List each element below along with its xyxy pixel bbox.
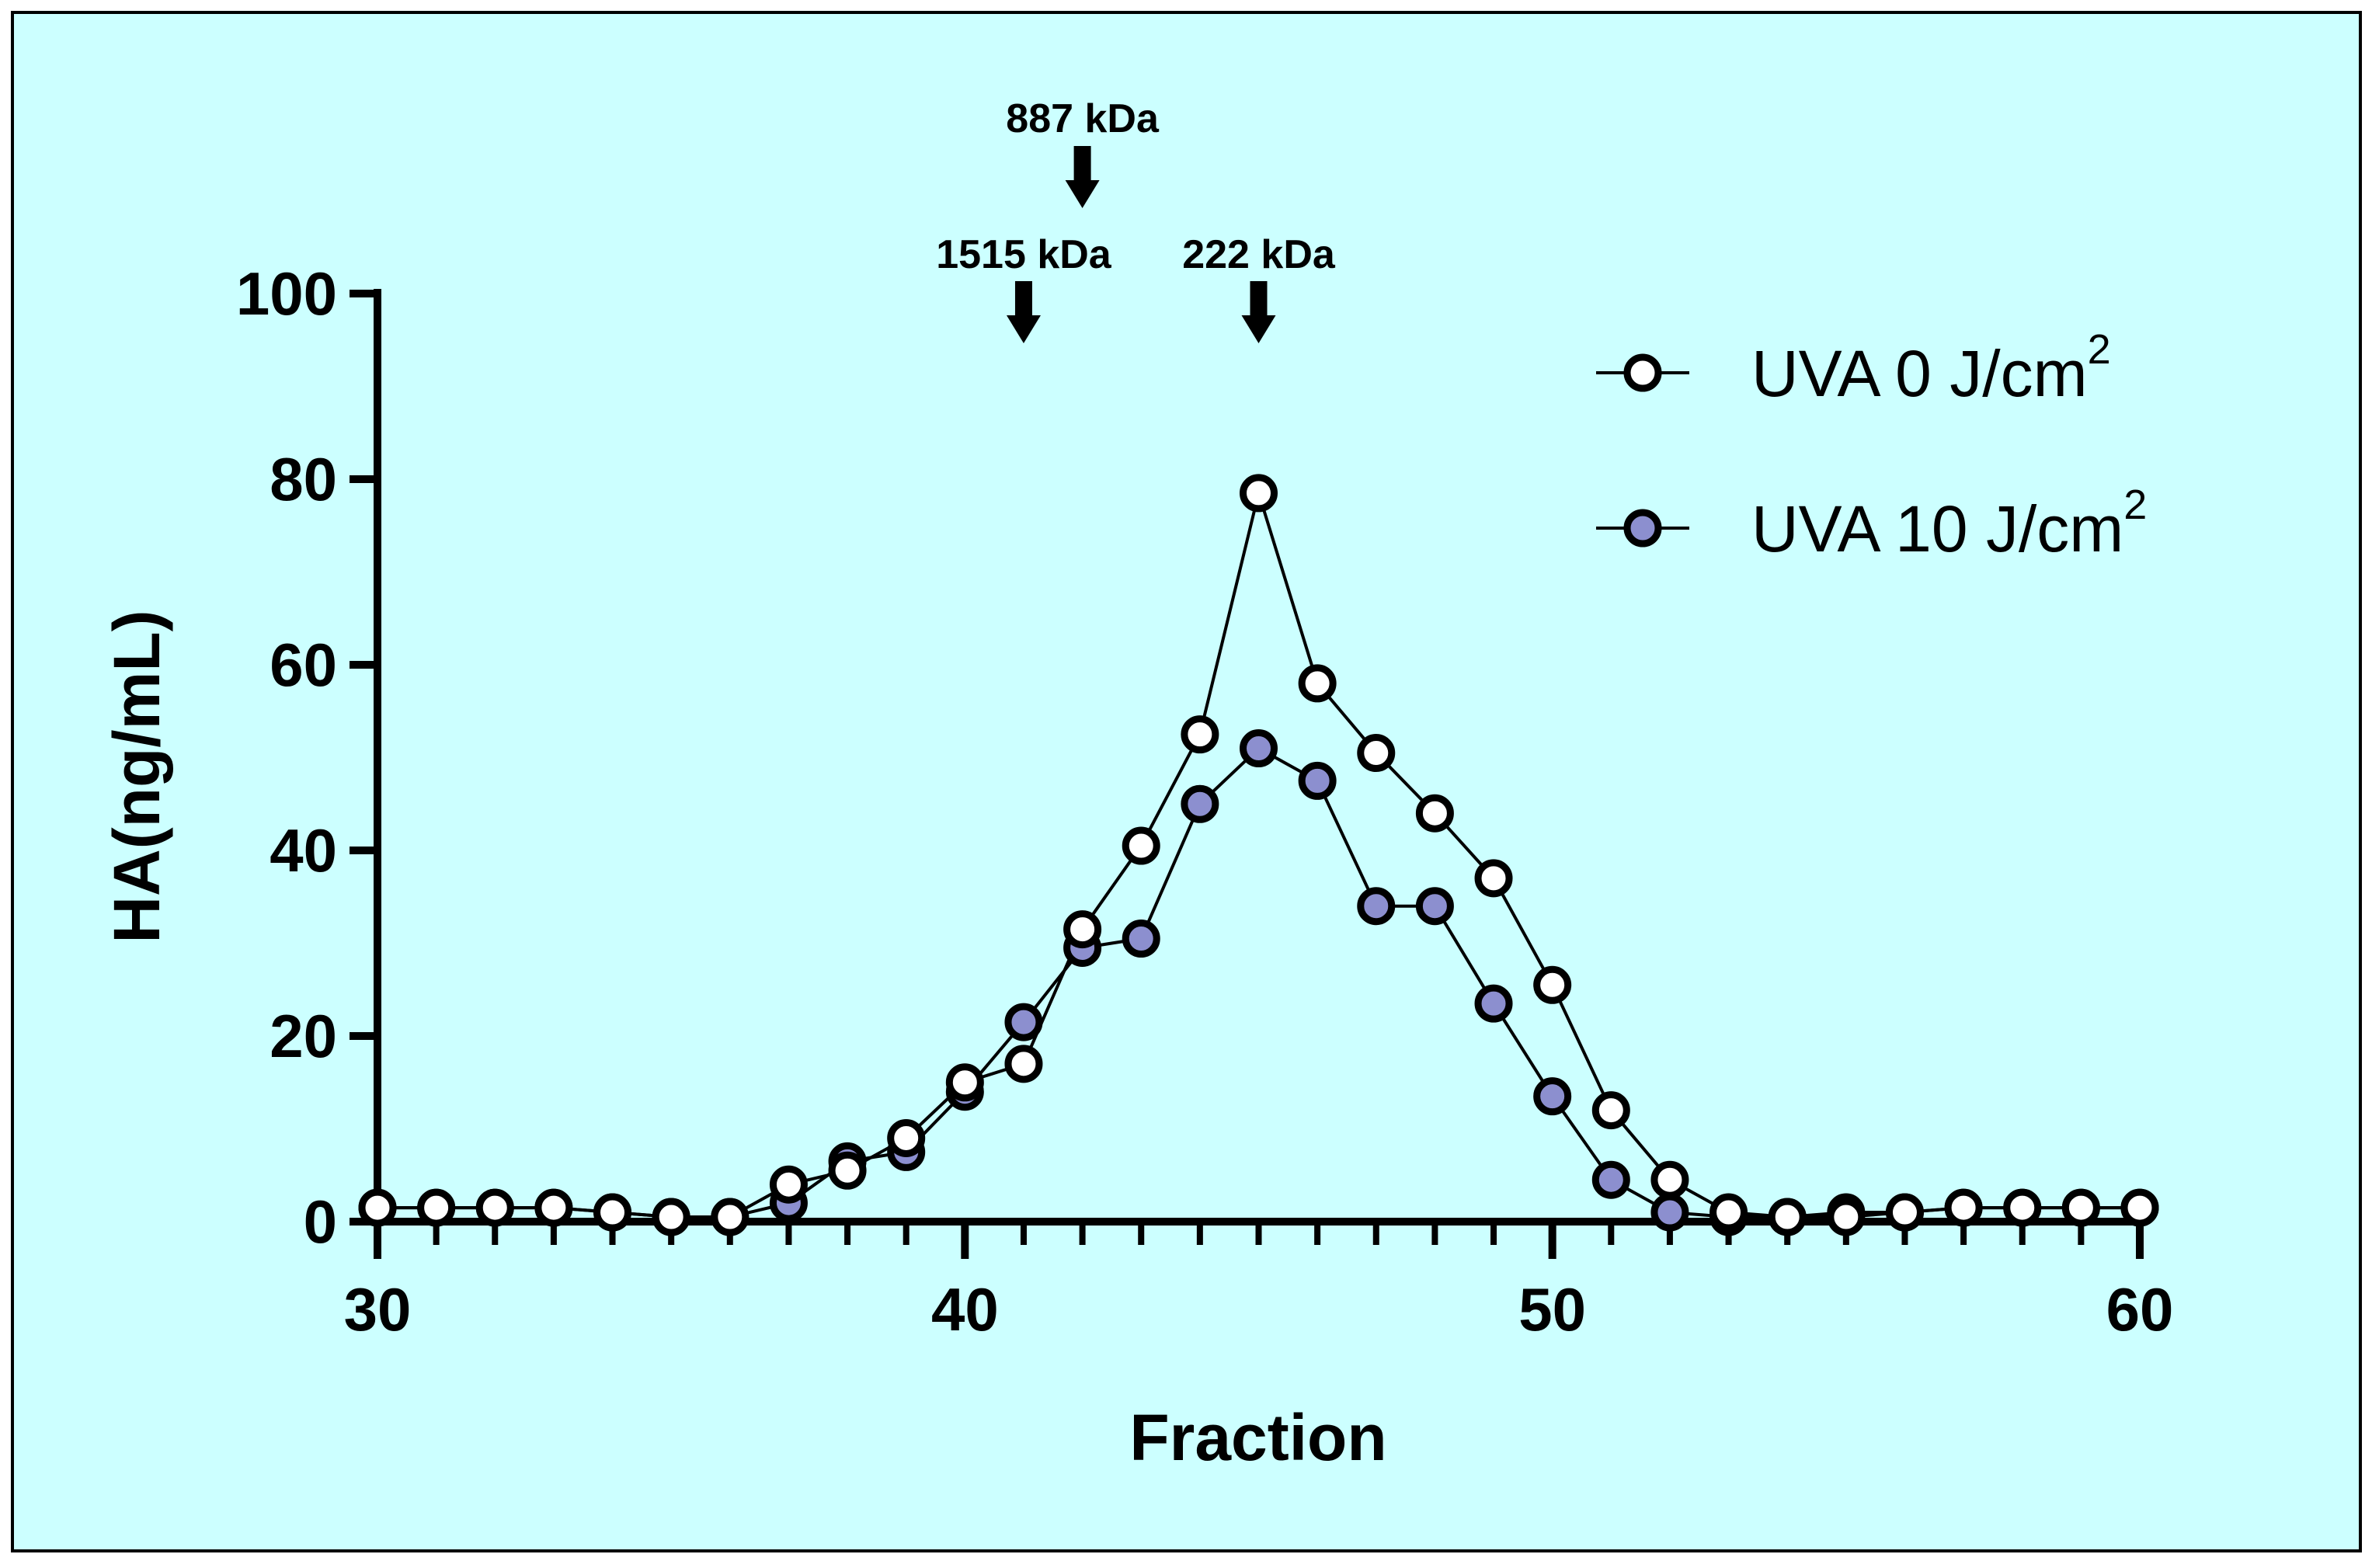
- data-point: [1004, 1003, 1043, 1041]
- data-point: [769, 1165, 808, 1204]
- legend-label: UVA 0 J/cm2: [1751, 326, 2111, 410]
- data-point: [945, 1063, 984, 1102]
- data-point: [417, 1188, 456, 1227]
- y-tick-label: 100: [236, 259, 337, 328]
- y-tick-label: 0: [304, 1187, 337, 1256]
- legend-label-superscript: 2: [2123, 482, 2147, 528]
- data-point: [1063, 910, 1102, 949]
- data-point: [1533, 965, 1572, 1004]
- y-tick-label: 40: [270, 816, 337, 885]
- data-point: [1122, 920, 1160, 958]
- data-point: [1181, 784, 1219, 823]
- arrow-shaft: [1073, 146, 1091, 180]
- data-point: [534, 1188, 573, 1227]
- data-point: [1709, 1193, 1748, 1232]
- arrow-head: [1006, 315, 1041, 343]
- data-point: [1768, 1198, 1807, 1236]
- data-point: [1650, 1160, 1689, 1199]
- data-point: [2120, 1188, 2159, 1227]
- y-axis-title: HA(ng/mL): [100, 610, 173, 943]
- data-point: [1650, 1193, 1689, 1232]
- mw-marker-label: 1515 kDa: [936, 232, 1112, 277]
- mw-marker-label: 887 kDa: [1006, 96, 1160, 141]
- legend-label: UVA 10 J/cm2: [1751, 482, 2147, 565]
- mw-marker: 1515 kDa: [936, 232, 1112, 343]
- data-point: [593, 1193, 632, 1232]
- data-point: [1591, 1091, 1630, 1130]
- y-tick-label: 80: [270, 445, 337, 513]
- legend-marker: [1623, 353, 1662, 392]
- data-point: [1122, 826, 1160, 865]
- arrow-shaft: [1014, 281, 1032, 315]
- x-tick-label: 60: [2106, 1275, 2174, 1344]
- series-1: [377, 487, 2140, 1219]
- data-point: [1591, 1160, 1630, 1199]
- arrow-head: [1241, 315, 1276, 343]
- arrow-head: [1065, 180, 1100, 208]
- x-tick-label: 50: [1518, 1275, 1586, 1344]
- series-0: [377, 746, 2140, 1219]
- mw-marker: 887 kDa: [1006, 96, 1160, 208]
- data-point: [1944, 1188, 1983, 1227]
- series-line: [377, 487, 2140, 1219]
- legend-label-main: UVA 0 J/cm: [1751, 337, 2088, 410]
- arrow-shaft: [1250, 281, 1268, 315]
- data-point: [887, 1118, 926, 1157]
- data-point: [2003, 1188, 2042, 1227]
- data-point: [1298, 761, 1337, 800]
- mw-marker-label: 222 kDa: [1182, 232, 1336, 277]
- chart-frame: [11, 11, 2362, 1552]
- y-tick-label: 20: [270, 1002, 337, 1070]
- data-point: [1885, 1193, 1924, 1232]
- x-tick-label: 40: [931, 1275, 999, 1344]
- data-point: [652, 1198, 690, 1236]
- legend-label-main: UVA 10 J/cm: [1751, 492, 2123, 565]
- series-layer: [358, 474, 2159, 1236]
- data-point: [1181, 715, 1219, 754]
- x-axis-title: Fraction: [1129, 1401, 1386, 1474]
- data-point: [1357, 887, 1396, 926]
- data-point: [1415, 794, 1454, 833]
- legend-label-superscript: 2: [2088, 326, 2111, 373]
- data-point: [1533, 1077, 1572, 1116]
- data-point: [1298, 664, 1337, 703]
- data-point: [828, 1151, 867, 1190]
- data-point: [2061, 1188, 2100, 1227]
- annotations: 887 kDa 1515 kDa 222 kDa: [936, 96, 1336, 343]
- legend-item: UVA 0 J/cm2: [1596, 326, 2111, 410]
- data-point: [1474, 984, 1513, 1023]
- data-point: [1357, 734, 1396, 773]
- data-point: [475, 1188, 514, 1227]
- data-point: [1474, 859, 1513, 898]
- x-tick-label: 30: [344, 1275, 412, 1344]
- legend-marker: [1623, 509, 1662, 548]
- data-point: [1240, 729, 1278, 768]
- data-point: [358, 1188, 397, 1227]
- data-point: [1415, 887, 1454, 926]
- series-line: [377, 746, 2140, 1219]
- data-point: [1827, 1198, 1866, 1236]
- series-markers-0: [358, 729, 2159, 1236]
- data-point: [1004, 1045, 1043, 1083]
- mw-marker: 222 kDa: [1182, 232, 1336, 343]
- data-point: [1240, 474, 1278, 513]
- legend-item: UVA 10 J/cm2: [1596, 482, 2147, 565]
- y-tick-label: 60: [270, 631, 337, 699]
- series-markers-1: [358, 474, 2159, 1236]
- data-point: [711, 1198, 750, 1236]
